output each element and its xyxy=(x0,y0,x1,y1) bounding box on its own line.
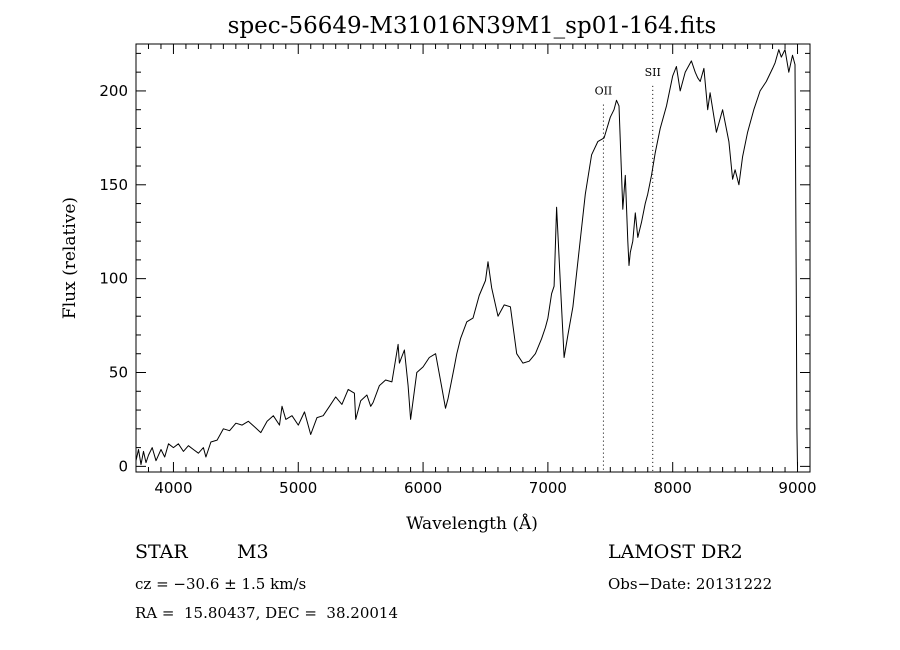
coordinates: RA = 15.80437, DEC = 38.20014 xyxy=(135,604,399,622)
x-tick-label: 9000 xyxy=(778,479,816,497)
y-tick-label: 200 xyxy=(99,82,128,100)
y-tick-label: 0 xyxy=(118,457,128,475)
y-axis-label: Flux (relative) xyxy=(60,197,80,319)
x-tick-label: 6000 xyxy=(404,479,442,497)
x-axis-label: Wavelength (Å) xyxy=(406,513,538,534)
x-tick-label: 5000 xyxy=(279,479,317,497)
observation-date: Obs−Date: 20131222 xyxy=(608,575,773,593)
y-tick-label: 150 xyxy=(99,176,128,194)
axis-ticks: 4000 5000 6000 7000 8000 9000 0 50 100 150 200 xyxy=(99,44,817,497)
x-tick-label: 7000 xyxy=(529,479,567,497)
object-type: STAR xyxy=(135,541,188,563)
plot-frame xyxy=(135,43,811,473)
spectrum-line xyxy=(135,49,798,467)
data-series xyxy=(135,49,798,467)
y-tick-label: 50 xyxy=(109,364,128,382)
line-label: SII xyxy=(645,66,661,79)
x-tick-label: 4000 xyxy=(154,479,192,497)
line-label: OII xyxy=(595,85,613,98)
x-tick-label: 8000 xyxy=(654,479,692,497)
y-tick-label: 100 xyxy=(99,270,128,288)
annotation-lines: OII SII xyxy=(595,66,661,472)
chart-title: spec-56649-M31016N39M1_sp01-164.fits xyxy=(228,13,717,39)
redshift-cz: cz = −30.6 ± 1.5 km/s xyxy=(135,575,307,593)
object-subclass: M3 xyxy=(237,541,269,563)
survey-name: LAMOST DR2 xyxy=(608,541,743,563)
